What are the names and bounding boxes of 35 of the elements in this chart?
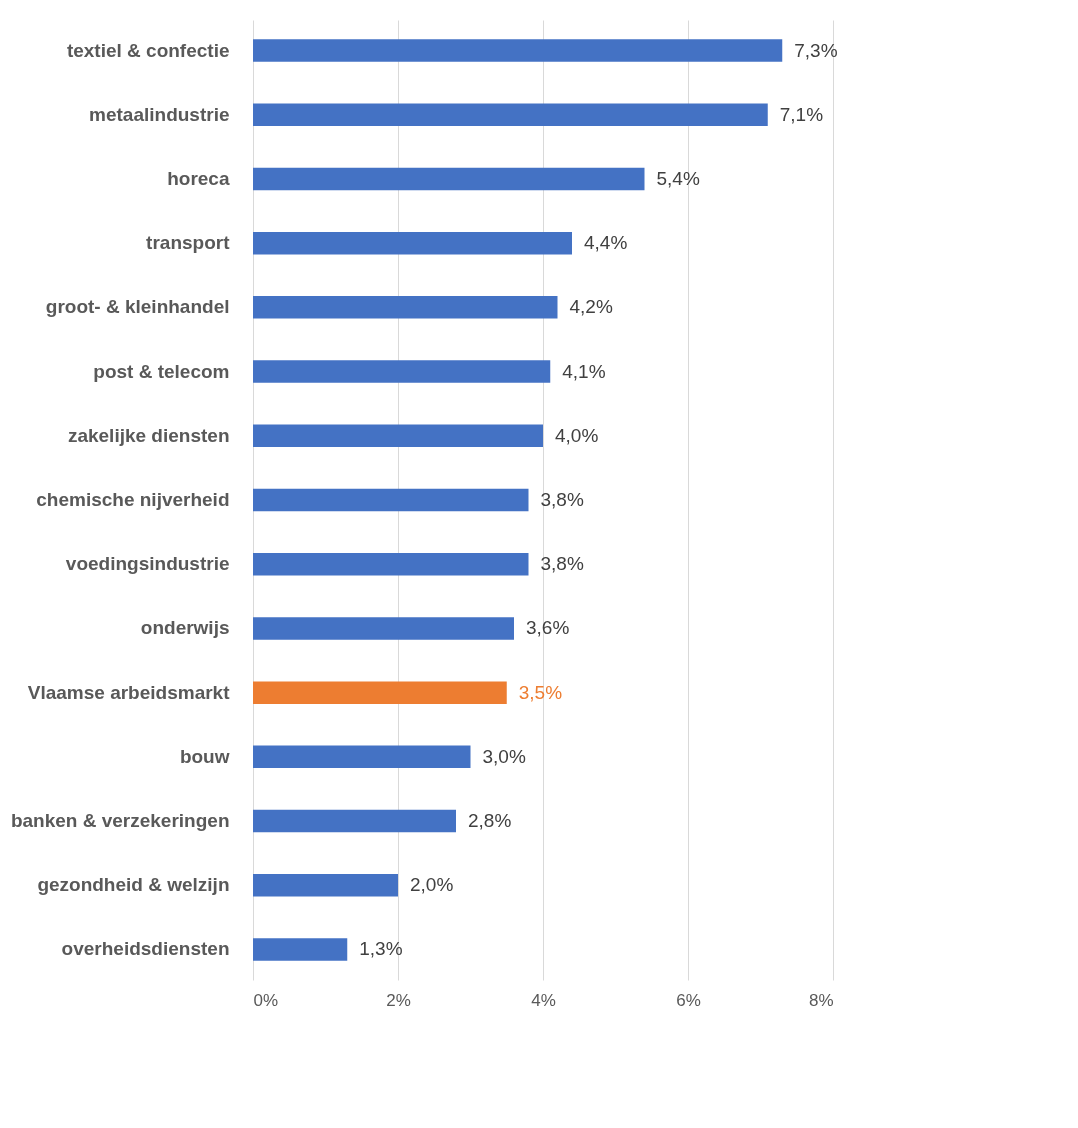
y-tick-label: voedingsindustrie	[65, 553, 230, 575]
data-label: 3,8%	[540, 553, 584, 575]
y-tick-label: post & telecom	[93, 360, 230, 382]
y-tick-label: Vlaamse arbeidsmarkt	[27, 681, 231, 703]
x-tick-label: 8%	[808, 990, 834, 1010]
y-tick-label: onderwijs	[140, 617, 230, 639]
y-tick-label: zakelijke diensten	[67, 424, 230, 446]
x-tick-label: 0%	[253, 990, 279, 1010]
data-label: 4,2%	[569, 296, 613, 318]
data-label: 3,8%	[540, 489, 584, 510]
data-label: 7,3%	[794, 39, 838, 61]
data-label: 7,1%	[779, 103, 824, 125]
y-tick-label: banken & verzekeringen	[10, 810, 230, 832]
data-label: 4,1%	[562, 360, 606, 382]
data-label: 5,4%	[656, 167, 700, 189]
y-tick-label: horeca	[167, 167, 230, 189]
data-label: 4,4%	[584, 232, 628, 254]
data-label: 1,3%	[359, 938, 403, 960]
y-tick-label: textiel & confectie	[66, 39, 230, 61]
data-label: 2,0%	[410, 874, 454, 896]
data-label: 3,6%	[526, 617, 570, 639]
y-tick-label: transport	[146, 232, 231, 254]
y-tick-label: gezondheid & welzijn	[37, 874, 230, 896]
x-tick-label: 2%	[386, 990, 411, 1010]
data-label: 3,5%	[518, 681, 563, 703]
x-tick-label: 6%	[676, 990, 701, 1010]
data-label: 3,0%	[482, 745, 526, 767]
y-tick-label: chemische nijverheid	[36, 489, 230, 510]
y-tick-label: metaalindustrie	[89, 103, 230, 125]
data-label: 4,0%	[555, 424, 599, 446]
y-tick-label: overheidsdiensten	[61, 938, 230, 960]
data-label: 2,8%	[468, 810, 512, 832]
y-tick-label: bouw	[179, 745, 230, 767]
x-tick-label: 4%	[531, 990, 556, 1010]
y-tick-label: groot- & kleinhandel	[45, 296, 230, 318]
